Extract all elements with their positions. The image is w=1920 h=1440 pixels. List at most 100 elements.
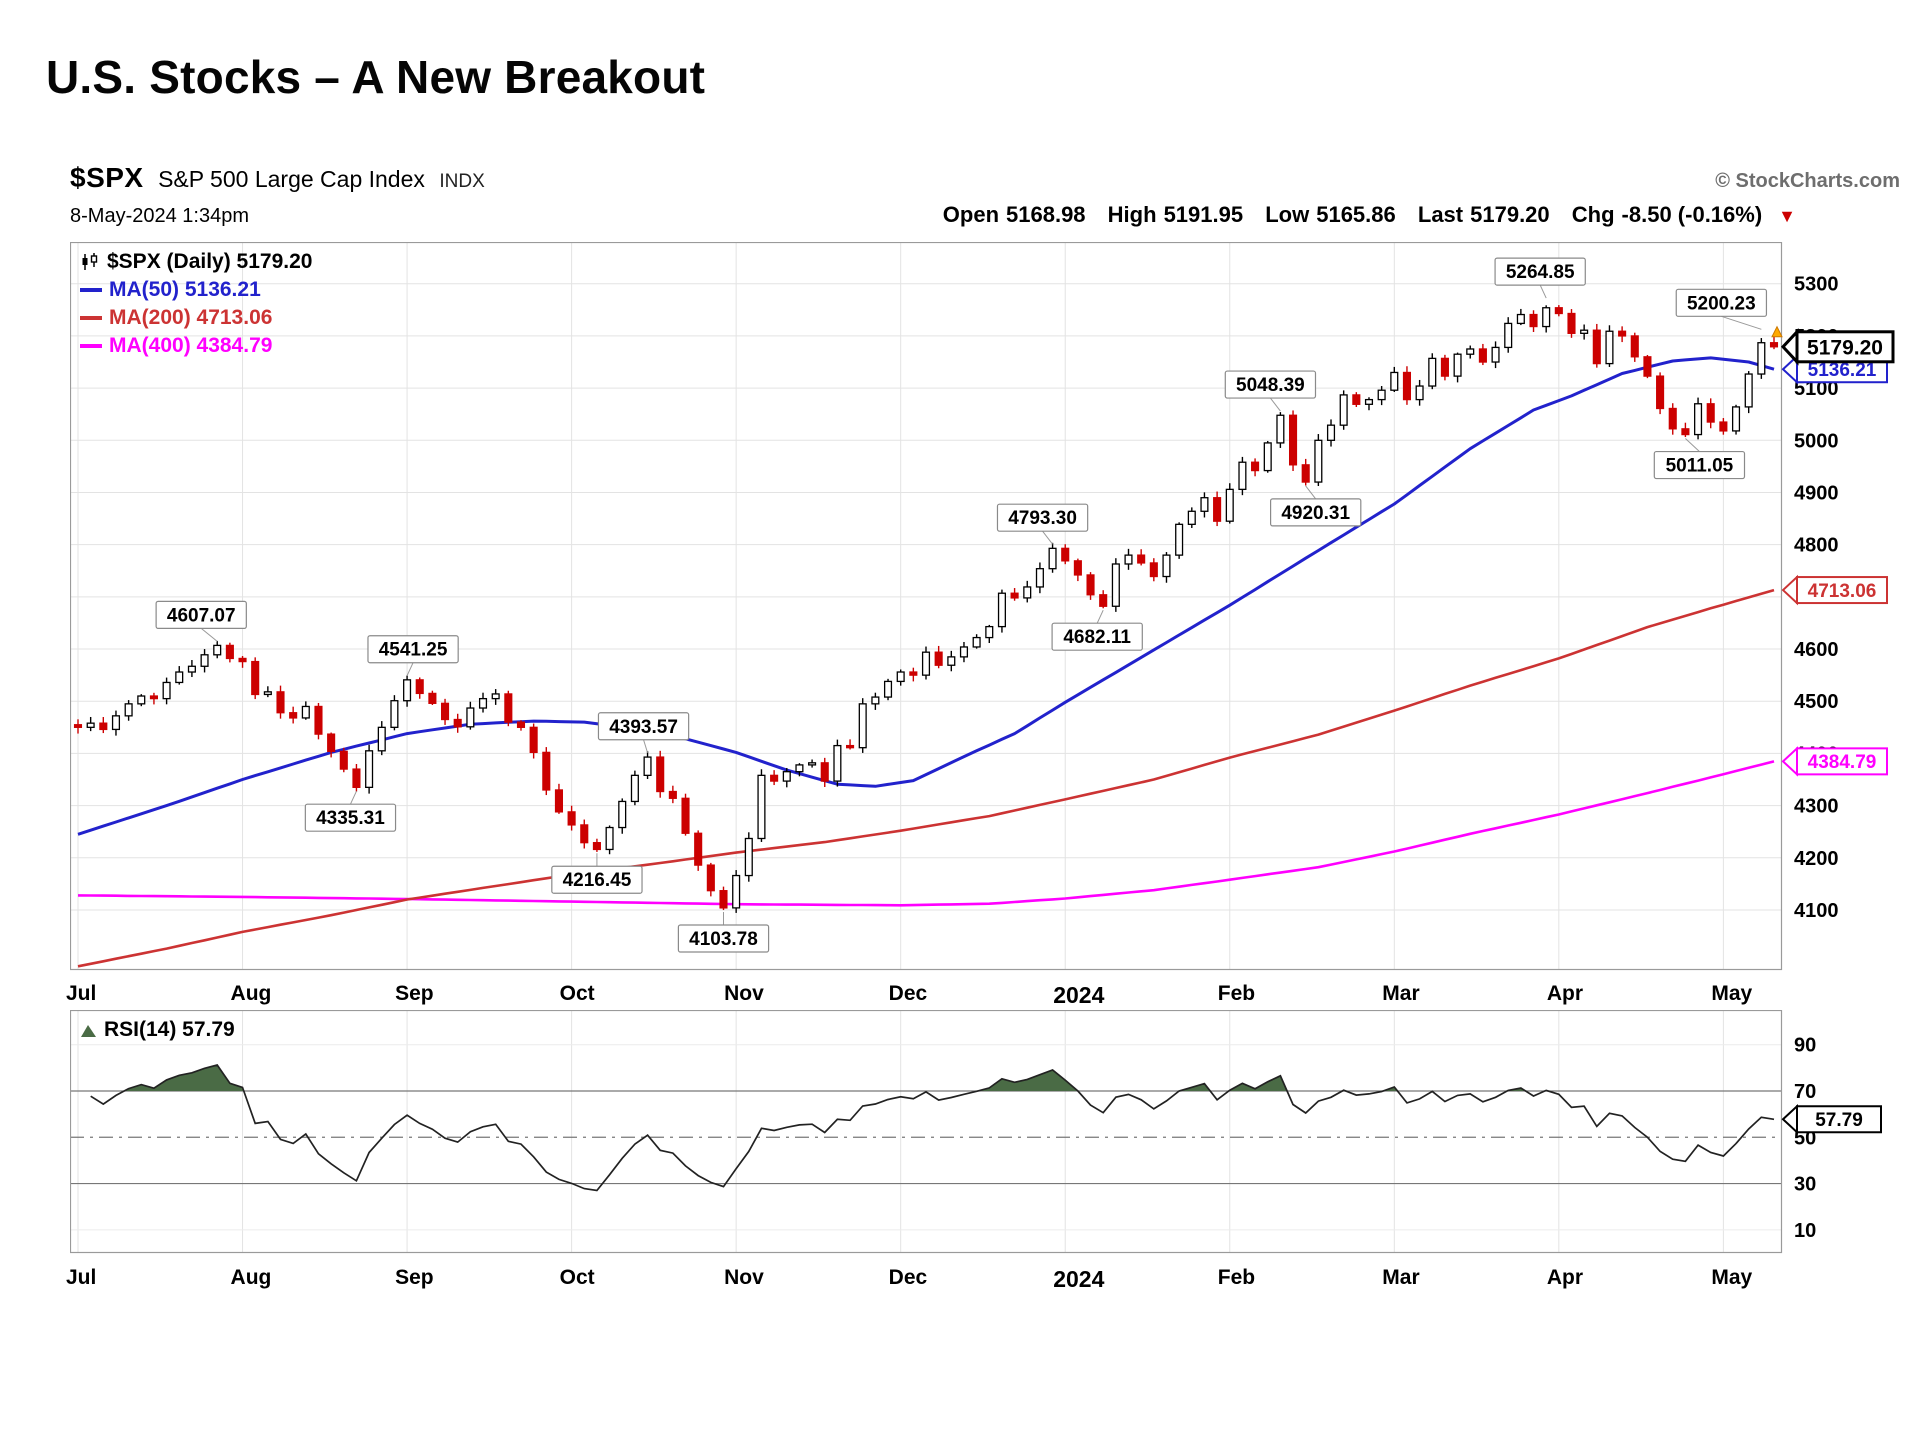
high-value: 5191.95 [1163, 202, 1244, 227]
month-label: Feb [1217, 1266, 1256, 1289]
ma400-swatch [80, 344, 102, 348]
ma50-line [77, 356, 1775, 836]
axis-flag-arrow [1781, 746, 1798, 777]
legend-row-ma50: MA(50) 5136.21 [80, 276, 312, 304]
axis-flag-arrow [1781, 574, 1798, 606]
y-axis-tick-label: 4500 [1794, 691, 1839, 713]
month-label: Aug [230, 1266, 272, 1289]
price-panel: 5300520051005000490048004700460045004400… [70, 242, 1910, 977]
legend-row-ma400: MA(400) 4384.79 [80, 332, 312, 360]
month-label: Mar [1382, 982, 1420, 1005]
price-chart-canvas: 5300520051005000490048004700460045004400… [70, 242, 1895, 971]
legend-ma50-label: MA(50) 5136.21 [109, 278, 261, 301]
month-label: Apr [1546, 1266, 1583, 1289]
price-annotation: 4103.78 [689, 929, 758, 950]
axis-flag-arrow [1780, 327, 1799, 366]
y-axis-tick-label: 4100 [1794, 900, 1839, 922]
axis-flag-label: 5136.21 [1808, 360, 1877, 381]
y-axis-tick-label: 5100 [1794, 378, 1839, 400]
legend-row-ma200: MA(200) 4713.06 [80, 304, 312, 332]
axis-flag-label: 4713.06 [1808, 581, 1877, 602]
y-axis-tick-label: 4900 [1794, 482, 1839, 504]
last-label: Last [1417, 202, 1464, 227]
legend-row-spx: $SPX (Daily) 5179.20 [80, 248, 312, 276]
price-annotation: 4793.30 [1008, 508, 1077, 529]
rsi-tick-label: 30 [1794, 1174, 1816, 1196]
symbol: $SPX [70, 162, 144, 193]
rsi-tick-label: 90 [1794, 1035, 1816, 1057]
symbol-block: $SPX S&P 500 Large Cap Index INDX [70, 162, 485, 194]
change-value: -8.50 (-0.16%) [1621, 202, 1763, 227]
rsi-x-axis: Jul Aug Sep Oct Nov Dec 2024 Feb Mar Apr May [66, 1266, 1910, 1296]
price-annotation: 4920.31 [1281, 503, 1350, 524]
ma200-swatch [80, 316, 102, 320]
y-axis-tick-label: 4200 [1794, 848, 1839, 870]
open-value: 5168.98 [1006, 202, 1086, 227]
month-label: Oct [559, 1266, 595, 1289]
low-value: 5165.86 [1316, 202, 1396, 227]
quote-bar: Open 5168.98 High 5191.95 Low 5165.86 Last 5… [943, 202, 1796, 228]
open-label: Open [942, 202, 1000, 227]
rsi-legend: RSI(14) 57.79 [80, 1016, 235, 1044]
price-annotation: 4216.45 [563, 870, 632, 891]
y-axis-tick-label: 5000 [1794, 430, 1839, 452]
month-label: Apr [1546, 982, 1583, 1005]
month-label: May [1711, 982, 1753, 1005]
axis-flag-label: 5179.20 [1807, 336, 1883, 359]
chart-type-icon [80, 252, 100, 272]
price-annotation: 4607.07 [167, 605, 236, 626]
axis-flag-label: 4384.79 [1808, 752, 1877, 773]
month-label: May [1711, 1266, 1753, 1289]
ma50-swatch [80, 288, 102, 292]
last-value: 5179.20 [1470, 202, 1550, 227]
exchange-label: INDX [439, 171, 485, 192]
price-annotation: 5011.05 [1666, 456, 1734, 477]
chart-datetime: 8-May-2024 1:34pm [70, 205, 249, 227]
alert-icon [1771, 325, 1783, 338]
price-annotation: 4682.11 [1063, 627, 1131, 648]
rsi-line [90, 1064, 1775, 1192]
change-label: Chg [1571, 202, 1615, 227]
y-axis-tick-label: 5300 [1794, 274, 1839, 296]
chart-header: $SPX S&P 500 Large Cap Index INDX © Stoc… [70, 162, 1900, 194]
month-label: Oct [559, 982, 595, 1005]
stockchart: $SPX S&P 500 Large Cap Index INDX © Stoc… [66, 162, 1910, 1312]
legend-ma200-label: MA(200) 4713.06 [109, 306, 273, 329]
month-label: 2024 [1053, 1266, 1105, 1292]
price-x-axis: Jul Aug Sep Oct Nov Dec 2024 Feb Mar Apr May [66, 982, 1910, 1012]
high-label: High [1107, 202, 1157, 227]
price-legend: $SPX (Daily) 5179.20 MA(50) 5136.21 MA(2… [80, 248, 312, 360]
rsi-panel: 90 70 50 30 10 57.79 RSI(14) 57.79 [70, 1010, 1910, 1262]
month-label: Dec [888, 1266, 928, 1289]
month-label: Sep [395, 1266, 434, 1289]
index-name: S&P 500 Large Cap Index [158, 166, 425, 192]
axis-flag-arrow [1781, 1103, 1798, 1135]
month-label: Jul [66, 1266, 97, 1289]
legend-ma400-label: MA(400) 4384.79 [109, 334, 273, 357]
y-axis-tick-label: 4300 [1794, 796, 1839, 818]
month-label: Dec [888, 982, 928, 1005]
price-annotation: 5048.39 [1236, 375, 1305, 396]
month-label: Nov [724, 1266, 764, 1289]
ma400-line [77, 760, 1775, 907]
rsi-indicator-icon [80, 1023, 97, 1038]
axis-flag-label: 57.79 [1815, 1110, 1863, 1131]
month-label: Nov [724, 982, 764, 1005]
ma200-line [77, 588, 1775, 968]
y-axis-tick-label: 4600 [1794, 639, 1839, 661]
page-title: U.S. Stocks – A New Breakout [46, 51, 706, 103]
month-label: Aug [230, 982, 272, 1005]
price-annotation: 4541.25 [379, 640, 448, 661]
price-annotation: 5264.85 [1506, 262, 1575, 283]
price-annotation: 4335.31 [316, 808, 385, 829]
legend-row-rsi: RSI(14) 57.79 [80, 1016, 235, 1044]
candles-layer [73, 305, 1779, 913]
low-label: Low [1265, 202, 1310, 227]
month-label: 2024 [1053, 982, 1105, 1008]
chart-subheader: 8-May-2024 1:34pm Open 5168.98 High 5191.9… [70, 202, 1796, 228]
price-annotation: 5200.23 [1687, 293, 1756, 314]
stockcharts-credit: © StockCharts.com [1715, 170, 1900, 192]
legend-rsi-label: RSI(14) 57.79 [104, 1018, 235, 1041]
